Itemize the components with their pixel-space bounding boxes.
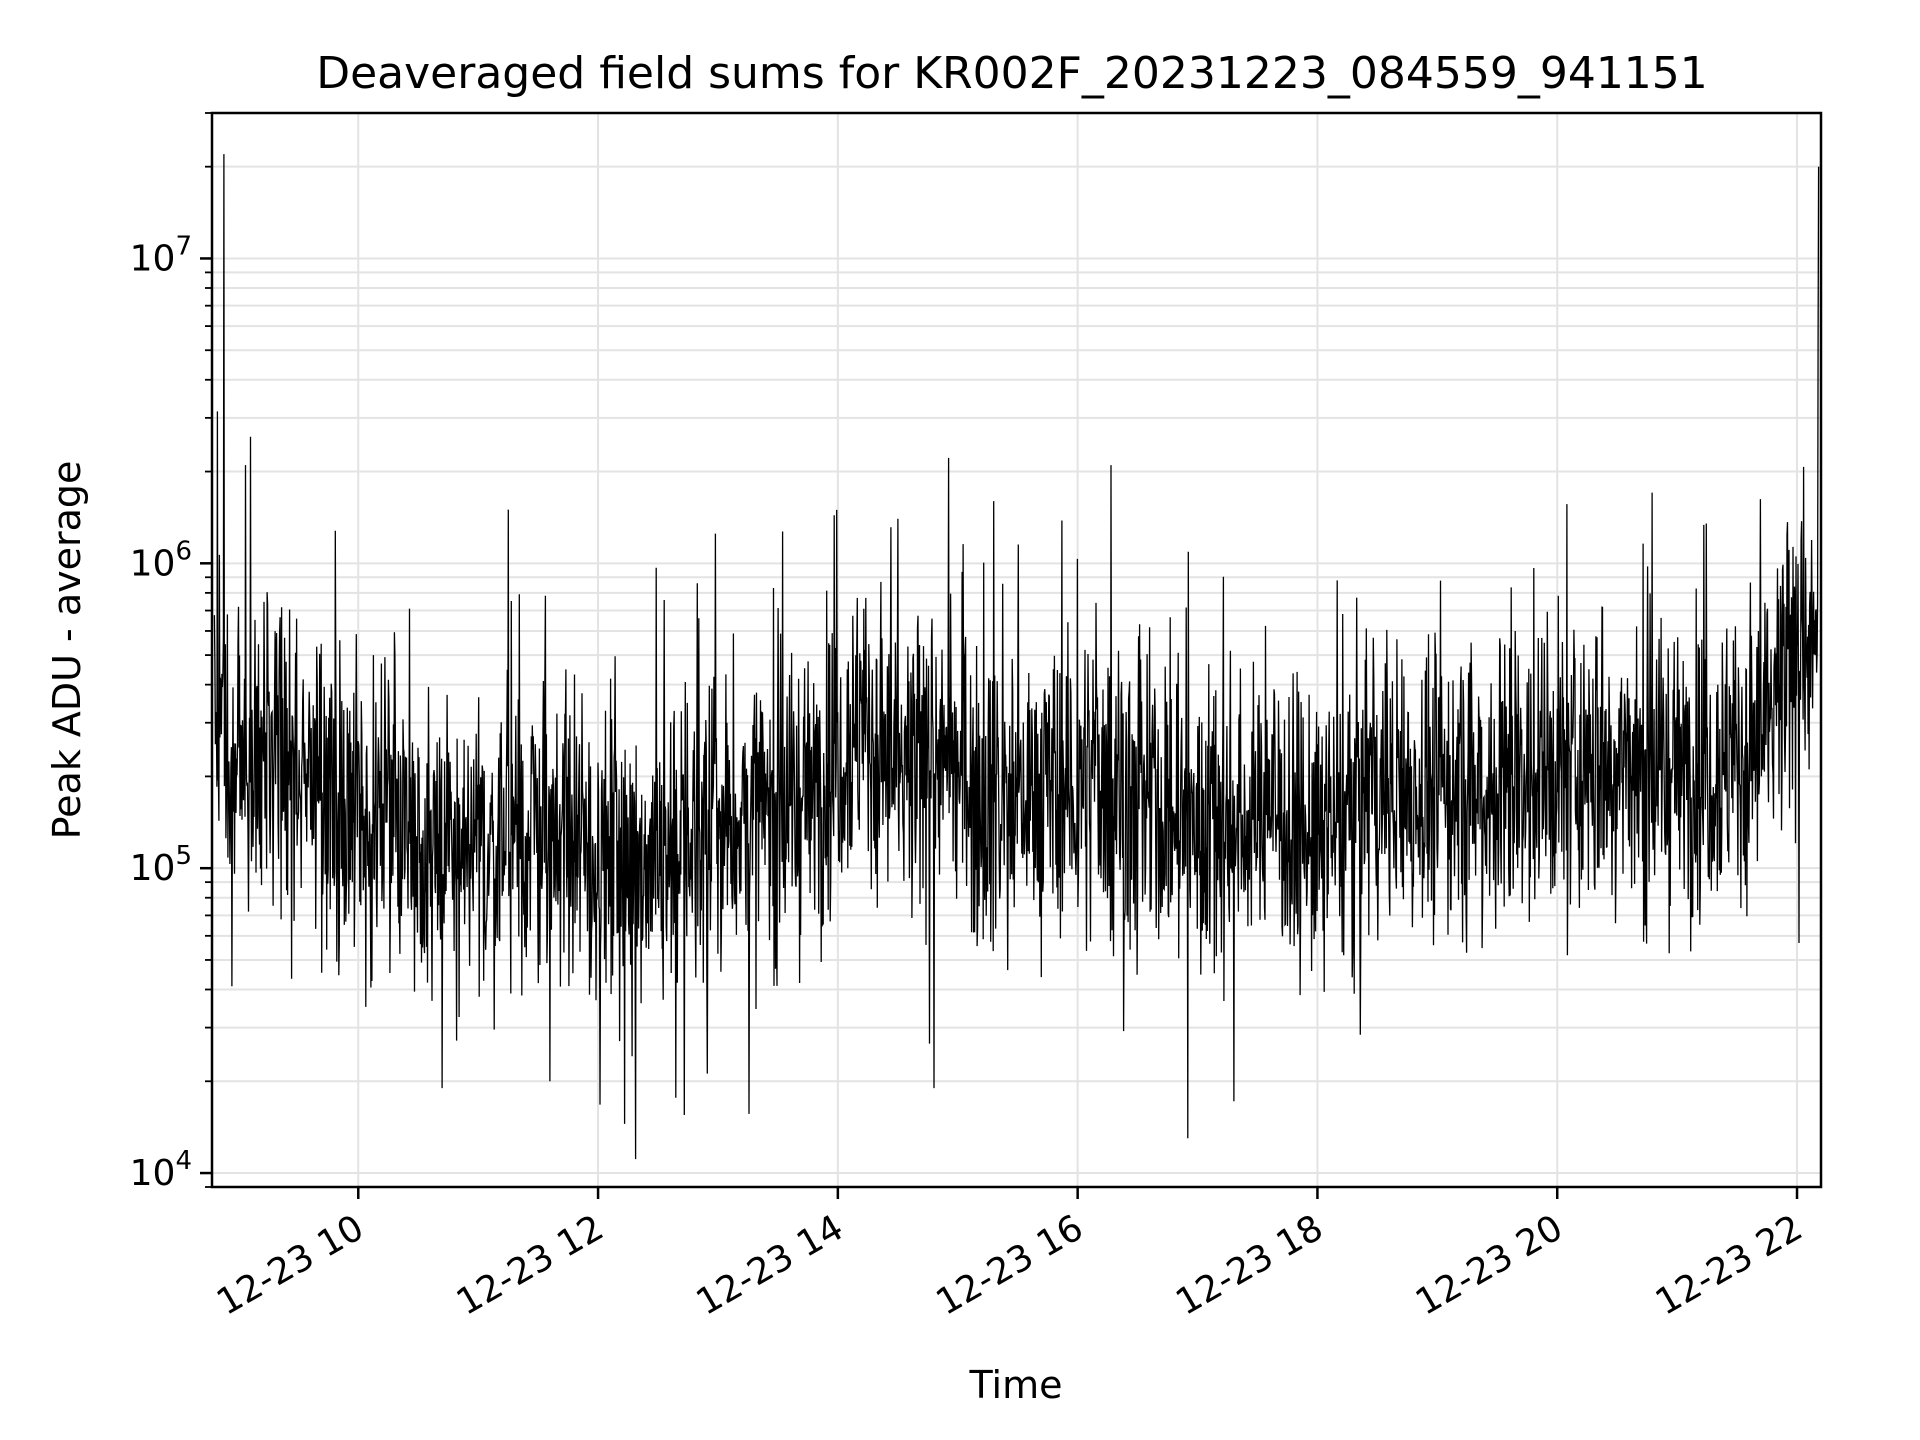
y-tick-label: 106 [130, 536, 192, 584]
x-tick-label: 12-23 10 [210, 1207, 371, 1323]
y-tick-label: 105 [130, 841, 192, 889]
x-axis-ticks: 12-23 10 12-23 12 12-23 14 12-23 16 12-23 18… [210, 1187, 1810, 1324]
series-path [213, 154, 1820, 1160]
plot-frame [210, 111, 1823, 1189]
y-axis-label: Peak ADU - average [45, 461, 89, 840]
x-tick-label: 12-23 14 [690, 1207, 851, 1323]
chart-title: Deaveraged field sums for KR002F_2023122… [316, 48, 1708, 99]
x-tick-label: 12-23 18 [1169, 1207, 1330, 1323]
x-tick-label: 12-23 20 [1409, 1207, 1570, 1323]
x-tick-label: 12-23 16 [929, 1207, 1090, 1323]
x-tick-label: 12-23 22 [1649, 1207, 1810, 1323]
x-tick-label: 12-23 12 [450, 1207, 611, 1323]
x-axis-label: Time [969, 1363, 1063, 1407]
gridlines [212, 112, 1821, 1188]
y-tick-label: 104 [130, 1146, 192, 1194]
series-line [213, 154, 1820, 1160]
y-axis-ticks: 104 105 106 107 [130, 112, 212, 1194]
y-tick-label: 107 [130, 231, 192, 279]
